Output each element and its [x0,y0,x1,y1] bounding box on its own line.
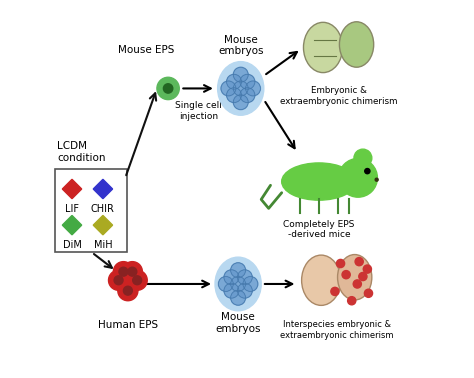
Circle shape [375,178,378,181]
Text: Mouse
embryos: Mouse embryos [218,35,264,56]
Circle shape [240,88,255,102]
Circle shape [331,287,339,296]
Circle shape [355,257,363,266]
Ellipse shape [337,254,372,300]
Circle shape [227,88,241,102]
Circle shape [123,286,132,295]
Circle shape [233,95,248,110]
Circle shape [246,81,261,96]
Circle shape [243,277,258,291]
Text: Completely EPS
-derived mice: Completely EPS -derived mice [283,220,355,239]
Ellipse shape [215,257,261,311]
Circle shape [363,265,372,273]
Circle shape [122,262,142,282]
Polygon shape [62,215,82,235]
FancyBboxPatch shape [55,169,127,253]
Text: CHIR: CHIR [91,203,115,214]
Circle shape [240,74,255,89]
Polygon shape [93,179,113,199]
Text: Interspecies embryonic &
extraembryonic chimerism: Interspecies embryonic & extraembryonic … [280,320,393,339]
Circle shape [109,270,128,290]
Circle shape [224,283,239,298]
Circle shape [237,283,252,298]
Circle shape [133,276,142,285]
Circle shape [219,277,233,291]
Circle shape [365,289,373,297]
Circle shape [353,280,361,288]
Polygon shape [93,215,113,235]
Circle shape [231,290,246,305]
Circle shape [354,149,372,167]
Text: Embryonic &
extraembryonic chimerism: Embryonic & extraembryonic chimerism [280,86,397,105]
Text: LIF: LIF [65,203,79,214]
Circle shape [221,81,236,96]
Circle shape [365,169,370,174]
Circle shape [237,270,252,285]
Circle shape [337,259,345,268]
Circle shape [233,81,248,96]
Circle shape [128,267,137,276]
Ellipse shape [282,163,356,200]
Ellipse shape [303,22,343,73]
Circle shape [231,263,246,278]
Polygon shape [62,179,82,199]
Circle shape [127,270,147,290]
Text: LCDM
condition: LCDM condition [57,141,106,163]
Ellipse shape [339,22,374,67]
Text: DiM: DiM [63,240,82,250]
Circle shape [347,297,356,305]
Circle shape [359,273,367,280]
Ellipse shape [218,62,264,115]
Text: Single cell
injection: Single cell injection [175,101,222,121]
Text: Mouse EPS: Mouse EPS [118,45,174,55]
Ellipse shape [301,255,341,305]
Circle shape [113,262,134,282]
Circle shape [118,280,138,301]
Circle shape [114,276,123,285]
Circle shape [233,67,248,82]
Circle shape [231,277,246,291]
Circle shape [224,270,239,285]
Circle shape [342,271,350,279]
Circle shape [339,158,377,197]
Text: MiH: MiH [93,240,112,250]
Circle shape [119,267,128,276]
Text: Human EPS: Human EPS [98,320,158,330]
Text: Mouse
embryos: Mouse embryos [215,312,261,333]
Circle shape [157,77,179,100]
Circle shape [227,74,241,89]
Circle shape [164,84,173,93]
